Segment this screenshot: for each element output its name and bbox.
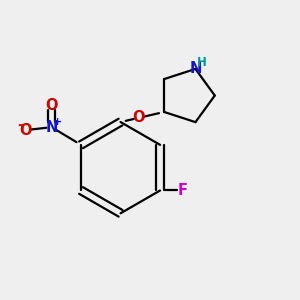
- Text: O: O: [45, 98, 58, 112]
- Text: -: -: [17, 118, 23, 132]
- Text: O: O: [20, 123, 32, 138]
- Text: F: F: [177, 183, 187, 198]
- Text: N: N: [189, 61, 202, 76]
- Text: H: H: [197, 56, 207, 69]
- Text: +: +: [53, 117, 62, 127]
- Text: O: O: [133, 110, 145, 125]
- Text: N: N: [45, 120, 58, 135]
